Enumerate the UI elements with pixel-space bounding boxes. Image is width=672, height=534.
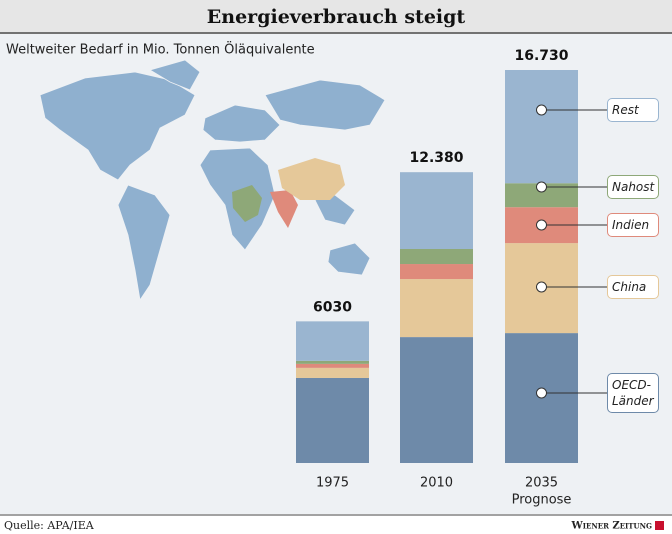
legend-dot — [536, 219, 547, 231]
category-note: Prognose — [512, 493, 572, 508]
map-nahost — [232, 185, 262, 222]
legend-item: Nahost — [607, 175, 659, 199]
publisher-logo — [655, 521, 664, 530]
bar-segment — [296, 367, 369, 378]
x-tick-label: 2035 — [525, 476, 558, 491]
legend-dot — [536, 281, 547, 293]
bar-segment — [505, 183, 578, 208]
bar-segment — [296, 377, 369, 463]
bar-segment — [296, 321, 369, 361]
legend-item: Indien — [607, 213, 659, 237]
bar-segment — [296, 363, 369, 368]
legend-dot — [536, 387, 547, 399]
legend-dot — [536, 181, 547, 193]
bar-segment — [400, 172, 473, 249]
total-label: 6030 — [313, 299, 352, 315]
source: Quelle: APA/IEA — [4, 519, 95, 532]
legend-dot — [536, 104, 547, 116]
legend-item: Rest — [607, 98, 659, 122]
bar-segment — [400, 337, 473, 463]
legend-item: China — [607, 275, 659, 299]
publisher: Wiener Zeitung — [571, 521, 652, 532]
chart-title: Energieverbrauch steigt — [207, 6, 466, 28]
legend-item: OECD-Länder — [607, 373, 659, 413]
x-tick-label: 1975 — [316, 476, 349, 491]
x-tick-label: 2010 — [420, 476, 453, 491]
total-label: 12.380 — [409, 150, 463, 166]
bar-segment — [400, 279, 473, 338]
bar-segment — [296, 360, 369, 364]
bar-segment — [505, 70, 578, 184]
map-indien — [270, 190, 298, 228]
total-label: 16.730 — [514, 48, 568, 64]
bar-segment — [400, 264, 473, 280]
bar-segment — [400, 248, 473, 265]
subtitle: Weltweiter Bedarf in Mio. Tonnen Öläquiv… — [6, 41, 315, 58]
map-china — [278, 158, 345, 200]
title-band — [0, 0, 672, 32]
